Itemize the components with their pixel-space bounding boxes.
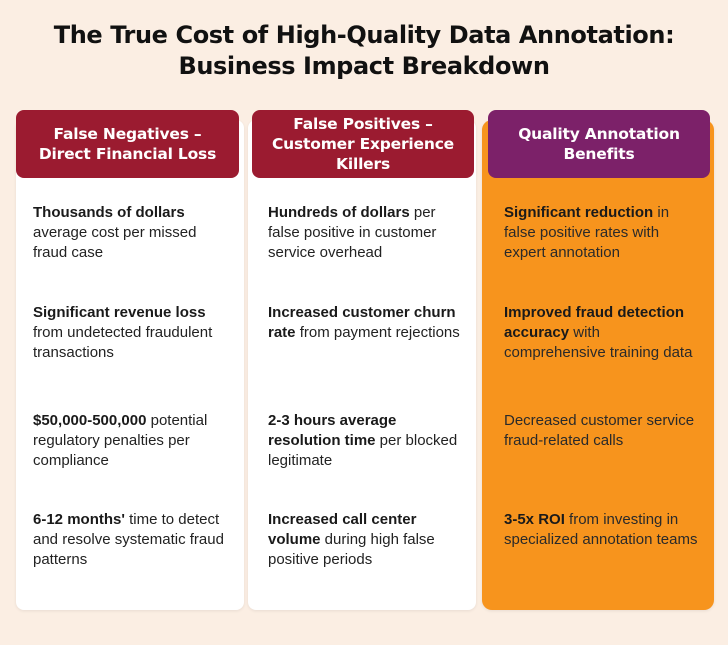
list-item: 3-5x ROI from investing in specialized a… [504,510,700,550]
item-text: with comprehensive training data [504,324,693,361]
item-text: Decreased customer service fraud-related… [504,412,695,449]
title-line-1: The True Cost of High-Quality Data Annot… [53,21,675,49]
list-item: Significant reduction in false positive … [504,203,700,263]
false-negatives-header: False Negatives – Direct Financial Loss [16,110,239,178]
quality-benefits-panel [482,120,714,610]
item-text: during high false positive periods [268,531,435,568]
item-highlight: 3-5x ROI [504,511,565,528]
item-text: from payment rejections [295,324,460,341]
list-item: Significant revenue loss from undetected… [33,303,225,363]
page-title: The True Cost of High-Quality Data Annot… [0,20,728,82]
header-line: Direct Financial Loss [38,145,217,163]
item-text: per blocked legitimate [268,432,458,469]
item-highlight: 2-3 hours average resolution time [268,412,397,449]
list-item: $50,000-500,000 potential regulatory pen… [33,411,225,471]
header-line: Customer Experience [272,135,454,153]
item-highlight: Hundreds of dollars [268,204,410,221]
item-highlight: Significant reduction [504,204,654,221]
header-line: Quality Annotation [518,125,680,143]
header-line: Benefits [563,145,635,163]
item-highlight: Thousands of dollars [33,204,185,221]
item-text: potential regulatory penalties per compl… [33,412,208,469]
header-line: Killers [336,155,390,173]
list-item: Hundreds of dollars per false positive i… [268,203,464,263]
item-highlight: Significant revenue loss [33,304,206,321]
item-highlight: Increased customer churn rate [268,304,456,341]
item-text: from investing in specialized annotation… [504,511,698,548]
item-text: time to detect and resolve systematic fr… [33,511,224,568]
false-negatives-panel [16,120,244,610]
item-highlight: Improved fraud detection accuracy [504,304,685,341]
item-text: from undetected fraudulent transactions [33,324,213,361]
false-positives-panel [248,120,476,610]
item-text: per false positive in customer service o… [268,204,437,261]
title-line-2: Business Impact Breakdown [178,52,550,80]
item-text: average cost per missed fraud case [33,224,197,261]
item-highlight: $50,000-500,000 [33,412,147,429]
item-text: in false positive rates with expert anno… [504,204,670,261]
list-item: Increased customer churn rate from payme… [268,303,464,343]
list-item: Decreased customer service fraud-related… [504,411,700,451]
false-positives-header: False Positives – Customer Experience Ki… [252,110,474,178]
list-item: 2-3 hours average resolution time per bl… [268,411,464,471]
header-line: False Negatives – [53,125,202,143]
list-item: Improved fraud detection accuracy with c… [504,303,700,363]
header-line: False Positives – [293,115,433,133]
quality-benefits-header: Quality Annotation Benefits [488,110,710,178]
list-item: Thousands of dollars average cost per mi… [33,203,225,263]
item-highlight: Increased call center volume [268,511,417,548]
list-item: 6-12 months' time to detect and resolve … [33,510,225,570]
item-highlight: 6-12 months' [33,511,125,528]
list-item: Increased call center volume during high… [268,510,464,570]
